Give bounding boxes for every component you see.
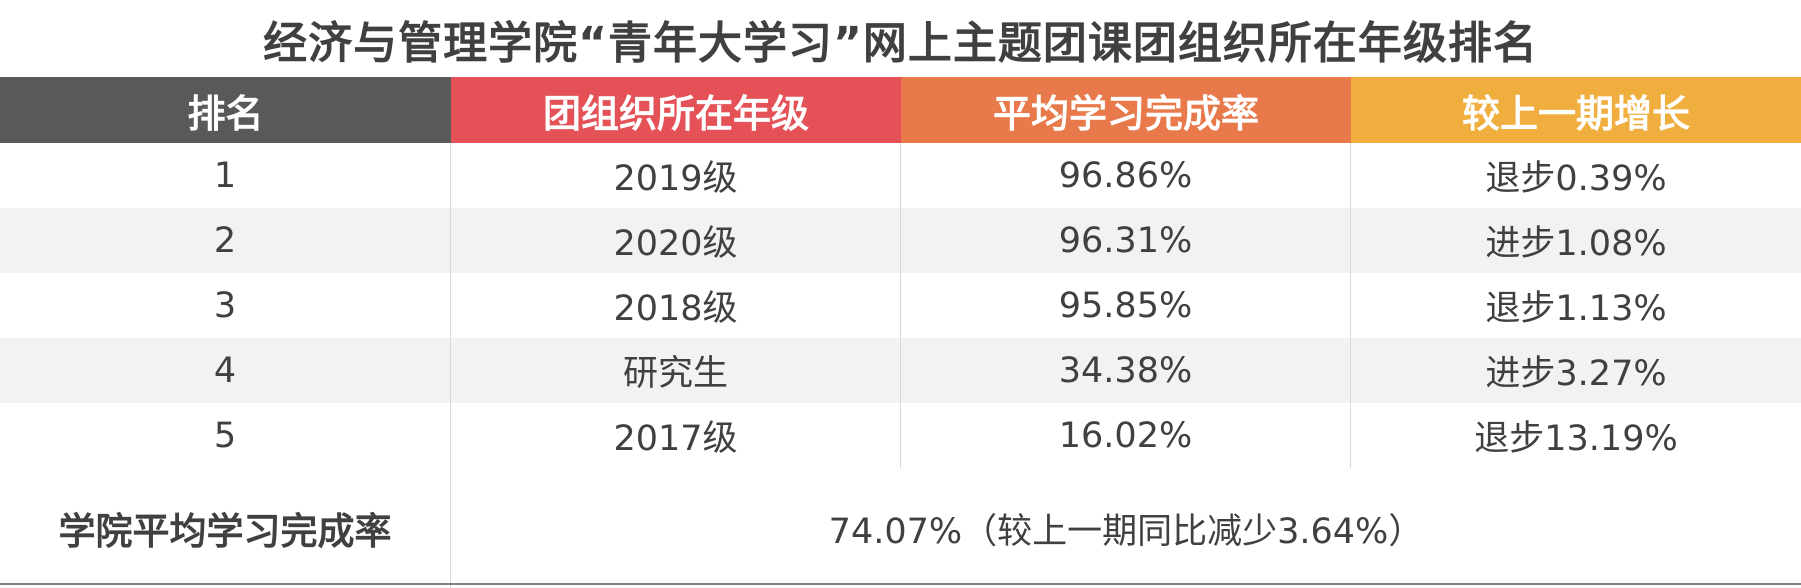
table-row: 2 2020级 96.31% 进步1.08% (0, 208, 1801, 273)
cell-grade: 2019级 (451, 143, 901, 208)
cell-change: 进步3.27% (1351, 338, 1801, 403)
cell-completion-rate: 96.86% (901, 143, 1351, 208)
cell-change: 退步13.19% (1474, 419, 1678, 459)
cell-change: 退步0.39% (1485, 159, 1667, 199)
cell-rank: 1 (0, 143, 451, 208)
cell-grade: 2017级 (451, 403, 901, 468)
college-average-value: 74.07%（较上一期同比减少3.64%） (828, 511, 1424, 552)
cell-completion-rate: 95.85% (901, 273, 1351, 338)
table-footer: 学院平均学习完成率 74.07%（较上一期同比减少3.64%） (0, 468, 1801, 588)
cell-change: 进步1.08% (1351, 208, 1801, 273)
table-header: 排名 团组织所在年级 平均学习完成率 较上一期增长 (0, 77, 1801, 143)
header-rank: 排名 (0, 77, 451, 143)
cell-grade: 研究生 (451, 338, 901, 403)
cell-grade: 2020级 (451, 208, 901, 273)
header-grade: 团组织所在年级 (451, 77, 901, 143)
cell-change: 退步1.13% (1485, 289, 1667, 329)
table-row: 3 2018级 95.85% 退步1.13% (0, 273, 1801, 338)
cell-rank: 4 (0, 338, 451, 403)
college-average-label: 学院平均学习完成率 (0, 468, 451, 588)
cell-rank: 3 (0, 273, 451, 338)
cell-completion-rate: 96.31% (901, 208, 1351, 273)
cell-rank: 2 (0, 208, 451, 273)
bottom-divider (0, 583, 1801, 585)
table-row: 1 2019级 96.86% 退步0.39% (0, 143, 1801, 208)
cell-completion-rate: 16.02% (901, 403, 1351, 468)
cell-completion-rate: 34.38% (901, 338, 1351, 403)
cell-grade: 2018级 (451, 273, 901, 338)
page-title: 经济与管理学院“青年大学习”网上主题团课团组织所在年级排名 (263, 17, 1538, 69)
table-row: 4 研究生 34.38% 进步3.27% (0, 338, 1801, 403)
header-change: 较上一期增长 (1351, 77, 1801, 143)
table-row: 5 2017级 16.02% 退步13.19% (0, 403, 1801, 468)
cell-rank: 5 (0, 403, 451, 468)
header-completion-rate: 平均学习完成率 (901, 77, 1351, 143)
ranking-table: 排名 团组织所在年级 平均学习完成率 较上一期增长 1 2019级 96.86%… (0, 77, 1801, 588)
